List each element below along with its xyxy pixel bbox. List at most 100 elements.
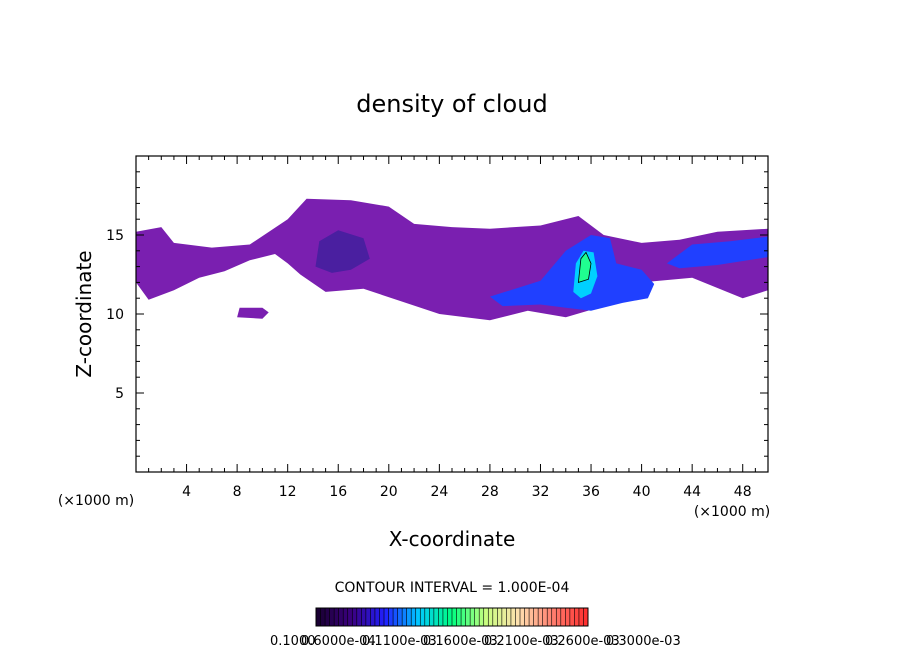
colorbar-label: 0.1000	[270, 634, 316, 649]
colorbar-label: 0.3000e-03	[606, 634, 681, 649]
colorbar-cell	[424, 608, 430, 626]
x-tick-label: 32	[532, 484, 550, 500]
colorbar-cell	[520, 608, 526, 626]
colorbar-cell	[402, 608, 408, 626]
y-tick-labels: 5 10 15	[106, 228, 124, 402]
colorbar-cell	[474, 608, 480, 626]
colorbar-label: 0.2100e-03	[484, 634, 559, 649]
colorbar-cell	[488, 608, 494, 626]
colorbar-cell	[547, 608, 553, 626]
region-left-gap-patch	[237, 307, 269, 319]
y-tick-label: 10	[106, 307, 124, 323]
contour-interval-label: CONTOUR INTERVAL = 1.000E-04	[335, 580, 570, 596]
x-unit-left: (×1000 m)	[58, 493, 134, 509]
x-tick-labels: 4 8 12 16 20 24 28 32 36 40 44 48	[182, 484, 752, 500]
x-tick-label: 44	[683, 484, 701, 500]
x-tick-label: 20	[380, 484, 398, 500]
colorbar-cell	[556, 608, 562, 626]
colorbar-cell	[538, 608, 544, 626]
colorbar-cell	[515, 608, 521, 626]
colorbar-cell	[506, 608, 512, 626]
colorbar-cell	[374, 608, 380, 626]
x-tick-label: 24	[430, 484, 448, 500]
colorbar-cell	[452, 608, 458, 626]
colorbar-cell	[352, 608, 358, 626]
region-center-core	[315, 230, 370, 273]
x-tick-label: 4	[182, 484, 191, 500]
colorbar-cell	[365, 608, 371, 626]
colorbar-cell	[334, 608, 340, 626]
colorbar-cell	[583, 608, 589, 626]
colorbar-cell	[492, 608, 498, 626]
x-tick-label: 48	[734, 484, 752, 500]
y-tick-label: 5	[115, 386, 124, 402]
colorbar-cell	[560, 608, 566, 626]
colorbar-cell	[483, 608, 489, 626]
colorbar-cell	[384, 608, 390, 626]
colorbar-cell	[325, 608, 331, 626]
colorbar-cell	[447, 608, 453, 626]
colorbar-label: 0.1100e-03	[362, 634, 437, 649]
colorbar-cell	[388, 608, 394, 626]
colorbar-cell	[479, 608, 485, 626]
colorbar-cell	[347, 608, 353, 626]
colorbar-cell	[542, 608, 548, 626]
colorbar-cell	[574, 608, 580, 626]
colorbar-cell	[361, 608, 367, 626]
x-tick-label: 16	[329, 484, 347, 500]
colorbar-cell	[465, 608, 471, 626]
colorbar-cell	[497, 608, 503, 626]
colorbar-cell	[393, 608, 399, 626]
colorbar-cell	[533, 608, 539, 626]
colorbar-cell	[343, 608, 349, 626]
colorbar-cell	[510, 608, 516, 626]
x-tick-label: 12	[279, 484, 297, 500]
colorbar-cell	[411, 608, 417, 626]
region-east-core	[489, 235, 655, 311]
colorbar	[315, 607, 589, 627]
y-axis-label: Z-coordinate	[72, 250, 96, 377]
colorbar-cell	[569, 608, 575, 626]
y-tick-label: 15	[106, 228, 124, 244]
colorbar-cell	[551, 608, 557, 626]
colorbar-cell	[316, 608, 322, 626]
colorbar-cell	[320, 608, 326, 626]
colorbar-label: 0.2600e-03	[545, 634, 620, 649]
colorbar-cell	[406, 608, 412, 626]
colorbar-labels: 0.10000.6000e-040.1100e-030.1600e-030.21…	[270, 634, 681, 649]
colorbar-cell	[529, 608, 535, 626]
region-right-streak	[666, 236, 768, 269]
contour-regions	[136, 198, 768, 321]
colorbar-cell	[565, 608, 571, 626]
x-tick-label: 8	[233, 484, 242, 500]
colorbar-cell	[438, 608, 444, 626]
colorbar-cell	[370, 608, 376, 626]
x-unit-right: (×1000 m)	[694, 504, 770, 520]
colorbar-cell	[429, 608, 435, 626]
colorbar-cell	[461, 608, 467, 626]
colorbar-cell	[470, 608, 476, 626]
colorbar-label: 0.1600e-03	[423, 634, 498, 649]
colorbar-cell	[356, 608, 362, 626]
x-tick-label: 40	[633, 484, 651, 500]
colorbar-cell	[524, 608, 530, 626]
colorbar-label: 0.6000e-04	[301, 634, 376, 649]
colorbar-cell	[442, 608, 448, 626]
colorbar-cell	[415, 608, 421, 626]
colorbar-cell	[338, 608, 344, 626]
colorbar-cell	[397, 608, 403, 626]
colorbar-cell	[456, 608, 462, 626]
colorbar-cell	[433, 608, 439, 626]
colorbar-cell	[420, 608, 426, 626]
chart-title: density of cloud	[356, 90, 547, 118]
x-axis-label: X-coordinate	[389, 527, 516, 551]
x-tick-label: 36	[582, 484, 600, 500]
colorbar-cell	[501, 608, 507, 626]
region-east-max	[577, 251, 592, 283]
x-tick-label: 28	[481, 484, 499, 500]
colorbar-cell	[329, 608, 335, 626]
colorbar-border	[315, 607, 589, 627]
colorbar-cell	[578, 608, 584, 626]
axis-ticks	[136, 156, 768, 472]
